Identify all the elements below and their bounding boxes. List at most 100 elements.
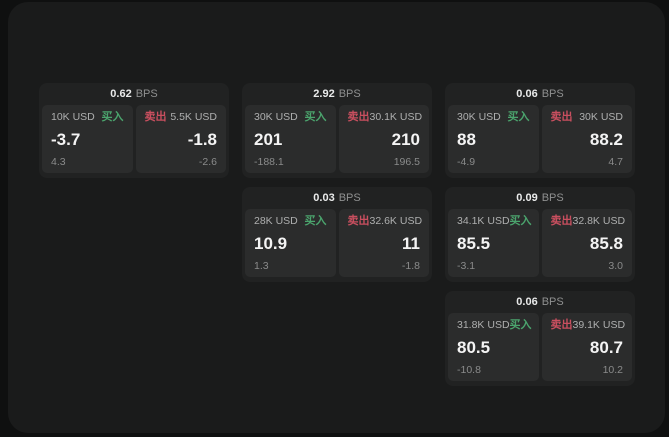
buy-amount: 31.8K USD	[457, 319, 510, 332]
buy-tile[interactable]: 30K USD 买入 88 -4.9	[448, 105, 539, 173]
bps-value: 0.06	[516, 296, 538, 308]
sell-pnl: 10.2	[602, 363, 623, 376]
buy-price: 80.5	[457, 338, 491, 358]
bps-value: 0.03	[313, 192, 335, 204]
bps-value: 0.06	[516, 88, 538, 100]
buy-tile-top: 10K USD 买入	[51, 112, 124, 123]
sell-price: 210	[391, 130, 420, 150]
bps-header: 0.62 BPS	[42, 83, 226, 105]
sell-pnl: 3.0	[608, 259, 623, 272]
bps-value: 0.62	[110, 88, 132, 100]
buy-tile[interactable]: 34.1K USD 买入 85.5 -3.1	[448, 209, 539, 277]
quote-tiles: 28K USD 买入 10.9 1.3 卖出 32.6K USD 11 -1.8	[245, 209, 429, 277]
quote-card: 0.62 BPS 10K USD 买入 -3.7 4.3 卖出 5.5K USD…	[39, 83, 229, 178]
quote-card: 0.03 BPS 28K USD 买入 10.9 1.3 卖出 32.6K US…	[242, 187, 432, 282]
buy-price: 201	[254, 130, 283, 150]
sell-amount: 5.5K USD	[170, 111, 217, 124]
buy-price: 10.9	[254, 234, 288, 254]
bps-unit-label: BPS	[338, 192, 361, 204]
bps-unit-label: BPS	[541, 192, 564, 204]
trading-surface: 0.62 BPS 10K USD 买入 -3.7 4.3 卖出 5.5K USD…	[8, 2, 665, 433]
bps-unit-label: BPS	[541, 88, 564, 100]
buy-pnl: -10.8	[457, 363, 481, 376]
sell-label: 卖出	[550, 319, 573, 331]
bps-header: 0.06 BPS	[448, 83, 632, 105]
buy-pnl: -188.1	[254, 155, 284, 168]
sell-tile-top: 卖出 32.8K USD	[550, 215, 626, 228]
buy-tile-top: 30K USD 买入	[457, 112, 530, 123]
buy-tile[interactable]: 10K USD 买入 -3.7 4.3	[42, 105, 133, 173]
bps-header: 2.92 BPS	[245, 83, 429, 105]
buy-amount: 30K USD	[254, 111, 298, 124]
buy-pnl: -4.9	[457, 155, 476, 168]
bps-value: 0.09	[516, 192, 538, 204]
buy-price: -3.7	[51, 130, 81, 150]
buy-amount: 28K USD	[254, 215, 298, 228]
sell-tile[interactable]: 卖出 30.1K USD 210 196.5	[338, 105, 429, 173]
sell-amount: 30K USD	[579, 111, 623, 124]
buy-label: 买入	[509, 319, 532, 331]
buy-amount: 34.1K USD	[457, 215, 510, 228]
buy-pnl: 1.3	[254, 259, 269, 272]
sell-label: 卖出	[144, 111, 167, 123]
buy-tile[interactable]: 31.8K USD 买入 80.5 -10.8	[448, 313, 539, 381]
quote-tiles: 30K USD 买入 201 -188.1 卖出 30.1K USD 210 1…	[245, 105, 429, 173]
buy-tile-top: 28K USD 买入	[254, 216, 327, 227]
sell-pnl: -1.8	[401, 259, 420, 272]
buy-label: 买入	[509, 215, 532, 227]
sell-tile[interactable]: 卖出 39.1K USD 80.7 10.2	[541, 313, 632, 381]
sell-tile-top: 卖出 30K USD	[551, 112, 624, 123]
sell-tile[interactable]: 卖出 5.5K USD -1.8 -2.6	[135, 105, 226, 173]
quote-card: 0.09 BPS 34.1K USD 买入 85.5 -3.1 卖出 32.8K…	[445, 187, 635, 282]
sell-amount: 32.8K USD	[572, 215, 626, 228]
bps-value: 2.92	[313, 88, 335, 100]
sell-tile-top: 卖出 39.1K USD	[550, 319, 626, 332]
sell-price: 80.7	[589, 338, 623, 358]
sell-tile-top: 卖出 5.5K USD	[145, 112, 218, 123]
sell-amount: 30.1K USD	[369, 111, 423, 124]
cards-grid: 0.62 BPS 10K USD 买入 -3.7 4.3 卖出 5.5K USD…	[39, 83, 635, 386]
buy-tile-top: 31.8K USD 买入	[457, 319, 532, 332]
sell-price: 85.8	[589, 234, 623, 254]
quote-tiles: 30K USD 买入 88 -4.9 卖出 30K USD 88.2 4.7	[448, 105, 632, 173]
sell-label: 卖出	[347, 111, 370, 123]
bps-unit-label: BPS	[541, 296, 564, 308]
buy-price: 85.5	[457, 234, 491, 254]
sell-pnl: -2.6	[198, 155, 217, 168]
sell-tile-top: 卖出 30.1K USD	[347, 111, 423, 124]
buy-tile[interactable]: 28K USD 买入 10.9 1.3	[245, 209, 336, 277]
bps-header: 0.09 BPS	[448, 187, 632, 209]
buy-pnl: -3.1	[457, 259, 476, 272]
buy-label: 买入	[304, 215, 327, 227]
quote-card: 2.92 BPS 30K USD 买入 201 -188.1 卖出 30.1K …	[242, 83, 432, 178]
buy-tile[interactable]: 30K USD 买入 201 -188.1	[245, 105, 336, 173]
sell-tile[interactable]: 卖出 32.8K USD 85.8 3.0	[541, 209, 632, 277]
sell-tile[interactable]: 卖出 32.6K USD 11 -1.8	[338, 209, 429, 277]
quote-tiles: 31.8K USD 买入 80.5 -10.8 卖出 39.1K USD 80.…	[448, 313, 632, 381]
quote-card: 0.06 BPS 31.8K USD 买入 80.5 -10.8 卖出 39.1…	[445, 291, 635, 386]
sell-amount: 32.6K USD	[369, 215, 423, 228]
buy-label: 买入	[101, 111, 124, 123]
buy-amount: 30K USD	[457, 111, 501, 124]
buy-label: 买入	[304, 111, 327, 123]
quote-tiles: 10K USD 买入 -3.7 4.3 卖出 5.5K USD -1.8 -2.…	[42, 105, 226, 173]
bps-header: 0.03 BPS	[245, 187, 429, 209]
buy-price: 88	[457, 130, 476, 150]
buy-tile-top: 30K USD 买入	[254, 112, 327, 123]
sell-label: 卖出	[347, 215, 370, 227]
sell-price: 88.2	[589, 130, 623, 150]
bps-unit-label: BPS	[338, 88, 361, 100]
quote-card: 0.06 BPS 30K USD 买入 88 -4.9 卖出 30K USD 8…	[445, 83, 635, 178]
buy-tile-top: 34.1K USD 买入	[457, 215, 532, 228]
sell-label: 卖出	[550, 215, 573, 227]
sell-label: 卖出	[550, 111, 573, 123]
sell-price: 11	[402, 234, 420, 254]
bps-unit-label: BPS	[135, 88, 158, 100]
sell-pnl: 196.5	[393, 155, 420, 168]
sell-tile[interactable]: 卖出 30K USD 88.2 4.7	[541, 105, 632, 173]
sell-tile-top: 卖出 32.6K USD	[347, 215, 423, 228]
buy-pnl: 4.3	[51, 155, 66, 168]
quote-tiles: 34.1K USD 买入 85.5 -3.1 卖出 32.8K USD 85.8…	[448, 209, 632, 277]
sell-amount: 39.1K USD	[572, 319, 626, 332]
